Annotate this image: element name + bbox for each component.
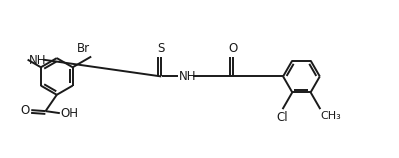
Text: CH₃: CH₃ (321, 111, 342, 121)
Text: O: O (228, 42, 237, 55)
Text: Cl: Cl (277, 111, 288, 124)
Text: OH: OH (61, 107, 79, 120)
Text: S: S (158, 42, 165, 55)
Text: NH: NH (179, 70, 196, 83)
Text: O: O (20, 104, 30, 117)
Text: NH: NH (29, 54, 46, 67)
Text: Br: Br (77, 42, 90, 55)
